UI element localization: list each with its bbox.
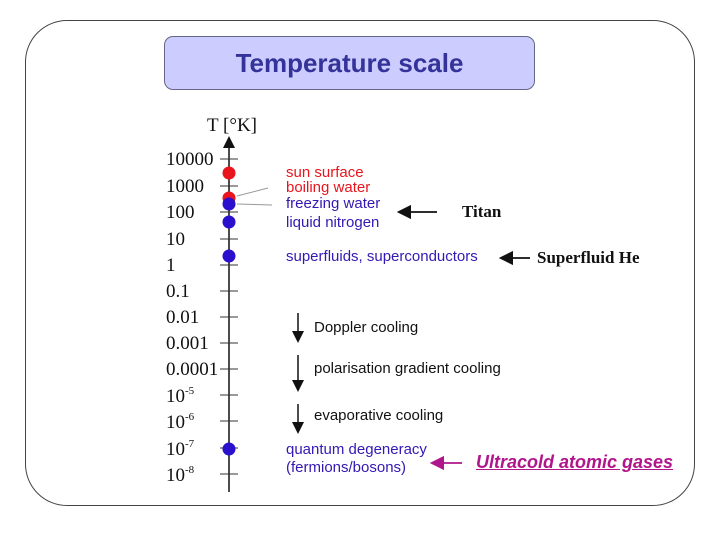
tick-label: 100 [166,202,195,223]
tick-label: 10-8 [166,464,195,486]
tick-label: 0.0001 [166,359,219,380]
label-quantum-degeneracy: quantum degeneracy [286,441,427,458]
point-sun-surface [222,166,236,180]
label-fermions-bosons: (fermions/bosons) [286,459,407,476]
point-superfluids [222,249,236,263]
point-quantum-degeneracy [222,442,236,456]
tick-label: 10-5 [166,385,195,407]
label-polarisation-cooling: polarisation gradient cooling [314,360,501,377]
tick-label: 0.1 [166,281,190,302]
tick-label: 0.01 [166,307,200,328]
slide-title: Temperature scale [235,47,464,78]
label-liquid-nitrogen: liquid nitrogen [286,214,380,231]
axis-label: T [°K] [207,115,257,136]
slide-frame [25,20,695,506]
annotation-ultracold-gases: Ultracold atomic gases [476,452,674,472]
tick-label: 10000 [166,149,214,170]
tick-label: 1000 [166,176,204,197]
tick-label: 10-6 [166,411,195,433]
label-doppler-cooling: Doppler cooling [314,319,419,336]
label-sun-surface: sun surface [286,164,364,181]
leader-freezing [236,203,273,206]
annotation-titan: Titan [462,202,502,221]
tick-label: 10 [166,229,185,250]
data-points [222,166,236,456]
annotation-superfluid-he: Superfluid He [537,248,640,267]
tick-label: 1 [166,255,176,276]
label-evaporative-cooling: evaporative cooling [314,407,444,424]
label-boiling-water: boiling water [286,179,371,196]
point-liquid-nitrogen [222,215,236,229]
leader-boiling [236,187,269,197]
title-box: Temperature scale [164,36,535,90]
label-freezing-water: freezing water [286,195,381,212]
tick-label: 10-7 [166,438,195,460]
point-freezing-water [222,197,236,211]
label-superfluids: superfluids, superconductors [286,248,478,265]
tick-label: 0.001 [166,333,209,354]
